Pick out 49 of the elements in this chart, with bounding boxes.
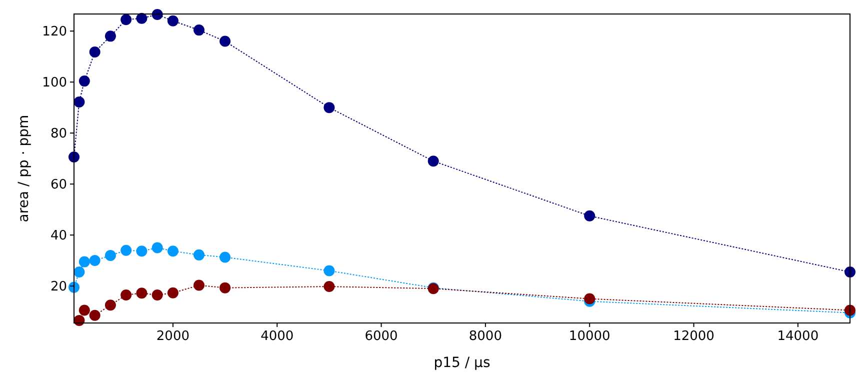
point [324, 281, 335, 292]
point [136, 288, 148, 299]
point [584, 210, 596, 222]
point [167, 15, 178, 26]
point [136, 246, 148, 257]
point [193, 249, 204, 260]
point [152, 289, 163, 300]
point [78, 256, 90, 268]
point [220, 252, 231, 263]
y-tick-label: 20 [50, 280, 67, 295]
x-tick-label: 10000 [568, 329, 610, 344]
point [584, 293, 596, 304]
y-tick-label: 80 [50, 126, 67, 142]
y-tick-label: 100 [42, 76, 67, 91]
x-tick-label: 2000 [156, 329, 190, 344]
point [78, 304, 90, 316]
point [120, 244, 132, 256]
x-tick-label: 12000 [673, 329, 714, 344]
point [104, 300, 116, 311]
point [152, 242, 163, 254]
point [120, 14, 132, 26]
point [136, 12, 148, 24]
point [167, 246, 178, 257]
point [193, 24, 204, 36]
point [167, 287, 178, 298]
point [104, 250, 116, 261]
x-tick-label: 8000 [468, 329, 502, 344]
y-tick-label: 60 [50, 178, 67, 193]
point [120, 289, 132, 300]
x-axis-title: p15 / µs [434, 355, 490, 371]
point [74, 266, 85, 278]
y-axis-title: area / pp · ppm [16, 114, 32, 222]
x-tick-label: 14000 [777, 329, 819, 344]
point [89, 46, 100, 58]
x-tick-label: 6000 [364, 329, 398, 344]
x-tick-label: 4000 [260, 329, 294, 344]
point [324, 102, 335, 114]
y-tick-label: 120 [42, 24, 67, 40]
point [324, 265, 335, 276]
point [220, 282, 231, 294]
point [74, 96, 85, 108]
point [104, 30, 116, 42]
point [428, 156, 439, 167]
point [89, 310, 100, 321]
point [220, 36, 231, 47]
y-tick-label: 40 [50, 228, 67, 244]
point [193, 280, 204, 291]
point [78, 76, 90, 87]
point [89, 255, 100, 266]
